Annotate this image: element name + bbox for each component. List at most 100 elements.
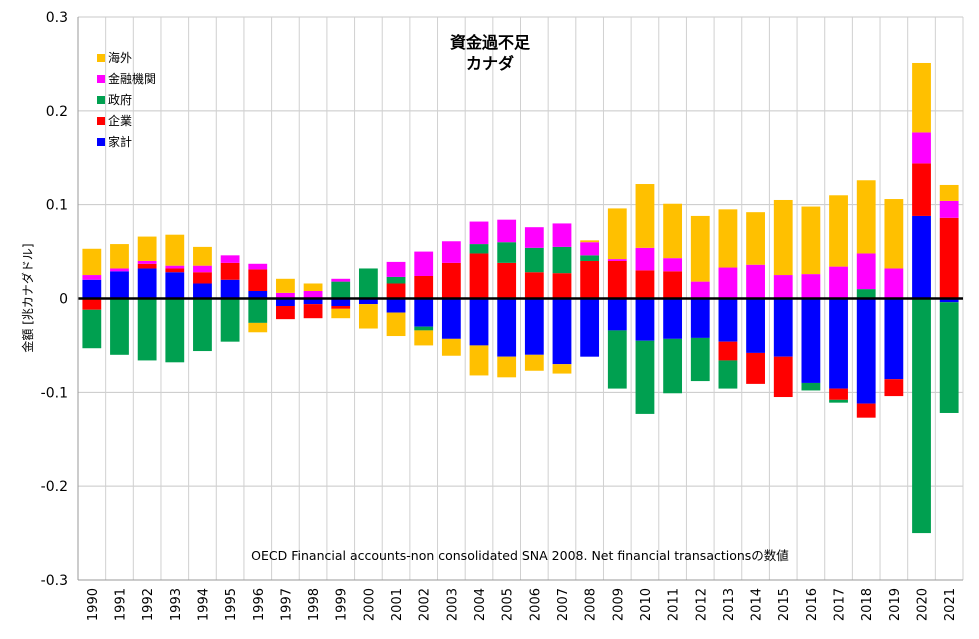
- bar-2015-series-1: [773, 356, 793, 398]
- chart-title: 資金過不足: [450, 33, 531, 52]
- legend-swatch-1: [97, 75, 105, 83]
- legend-label-1: 金融機関: [108, 71, 156, 86]
- legend-swatch-3: [97, 117, 105, 125]
- bar-2001-series-2: [386, 276, 406, 284]
- bar-1993-series-2: [165, 298, 185, 363]
- bar-1997-series-1: [276, 306, 295, 320]
- bar-2002-series-2: [414, 326, 434, 331]
- bar-2017-series-4: [829, 195, 848, 267]
- bar-2018-series-3: [856, 253, 876, 290]
- x-tick-label-2014: 2014: [750, 588, 765, 621]
- bar-2012-series-0: [690, 298, 710, 338]
- bar-1999-series-2: [331, 281, 351, 299]
- bar-2003-series-4: [441, 338, 461, 356]
- x-tick-label-1994: 1994: [196, 588, 211, 621]
- bar-2021-series-4: [939, 184, 959, 201]
- x-tick-label-1999: 1999: [335, 588, 350, 621]
- bar-2009-series-1: [607, 260, 627, 299]
- source-annotation: OECD Financial accounts-non consolidated…: [251, 548, 789, 563]
- bar-2012-series-3: [690, 281, 710, 299]
- y-tick-label-1: -0.2: [41, 479, 68, 495]
- y-tick-label-4: 0.1: [46, 198, 68, 214]
- x-tick-label-2004: 2004: [473, 588, 488, 621]
- bar-2013-series-2: [718, 360, 738, 389]
- bar-1990-series-4: [82, 248, 102, 276]
- bar-2011-series-4: [663, 203, 683, 259]
- bar-1992-series-2: [137, 298, 157, 361]
- bar-2000-series-4: [358, 304, 378, 329]
- bar-2015-series-4: [773, 199, 793, 276]
- bar-1995-series-0: [220, 279, 240, 299]
- bar-2013-series-0: [718, 298, 738, 342]
- y-tick-label-5: 0.2: [46, 104, 68, 120]
- x-tick-label-2000: 2000: [362, 588, 377, 621]
- bar-1999-series-0: [331, 298, 351, 307]
- x-tick-label-1993: 1993: [169, 588, 184, 621]
- bar-1990-series-3: [82, 275, 102, 280]
- bar-1996-series-3: [248, 263, 268, 270]
- bar-1999-series-3: [331, 278, 351, 282]
- bar-1992-series-4: [137, 236, 157, 261]
- bar-1992-series-3: [137, 260, 157, 264]
- bar-2005-series-2: [497, 242, 517, 263]
- bar-2008-series-3: [580, 242, 600, 256]
- x-tick-label-1997: 1997: [279, 588, 294, 621]
- bar-1990-series-1: [82, 298, 102, 310]
- bar-2011-series-1: [663, 271, 683, 299]
- bar-2014-series-4: [746, 212, 765, 265]
- bar-1991-series-3: [110, 268, 129, 272]
- bar-2016-series-0: [801, 298, 821, 383]
- bar-1999-series-1: [331, 306, 351, 309]
- bar-2018-series-2: [856, 289, 876, 299]
- legend-label-2: 政府: [108, 92, 132, 107]
- bar-2009-series-0: [607, 298, 627, 331]
- bar-2006-series-3: [524, 227, 544, 248]
- x-tick-label-2021: 2021: [943, 588, 958, 621]
- y-tick-label-0: -0.3: [41, 573, 68, 589]
- bar-2011-series-0: [663, 298, 683, 339]
- x-tick-label-2001: 2001: [390, 588, 405, 621]
- bar-2018-series-4: [856, 180, 876, 254]
- x-tick-label-1992: 1992: [141, 588, 156, 621]
- bar-1991-series-0: [110, 271, 129, 299]
- x-tick-label-1998: 1998: [307, 588, 322, 621]
- bar-2021-series-2: [939, 302, 959, 413]
- x-tick-label-1990: 1990: [86, 588, 101, 621]
- bar-2017-series-3: [829, 266, 848, 299]
- x-tick-label-1996: 1996: [252, 588, 267, 621]
- bar-2017-series-0: [829, 298, 848, 389]
- bar-1999-series-4: [331, 308, 351, 319]
- bar-1994-series-2: [193, 298, 212, 352]
- bar-2005-series-4: [497, 356, 517, 378]
- y-tick-label-2: -0.1: [41, 385, 68, 401]
- bar-2001-series-1: [386, 283, 406, 299]
- bar-2001-series-0: [386, 298, 406, 313]
- axes: [77, 17, 963, 581]
- bar-1996-series-2: [248, 298, 268, 323]
- bar-2019-series-4: [884, 199, 904, 269]
- x-tick-label-2003: 2003: [445, 588, 460, 621]
- bar-2010-series-3: [635, 247, 655, 271]
- x-tick-label-2008: 2008: [584, 588, 599, 621]
- bar-2007-series-4: [552, 364, 572, 374]
- chart-subtitle: カナダ: [466, 54, 514, 73]
- bar-2014-series-0: [746, 298, 765, 353]
- bar-1993-series-4: [165, 234, 185, 266]
- bar-2016-series-3: [801, 274, 821, 299]
- bar-2013-series-3: [718, 267, 738, 299]
- bar-2006-series-4: [524, 354, 544, 371]
- bar-2005-series-1: [497, 262, 517, 299]
- x-tick-label-2013: 2013: [722, 588, 737, 621]
- bar-2013-series-1: [718, 341, 738, 361]
- bar-1992-series-1: [137, 263, 157, 269]
- bar-2001-series-3: [386, 261, 406, 277]
- bar-2009-series-4: [607, 208, 627, 260]
- bar-2013-series-4: [718, 209, 738, 268]
- x-tick-label-2010: 2010: [639, 588, 654, 621]
- legend-swatch-2: [97, 96, 105, 104]
- x-tick-label-1995: 1995: [224, 588, 239, 621]
- bar-1994-series-1: [193, 272, 212, 284]
- legend-swatch-0: [97, 54, 105, 62]
- bar-1993-series-0: [165, 272, 185, 299]
